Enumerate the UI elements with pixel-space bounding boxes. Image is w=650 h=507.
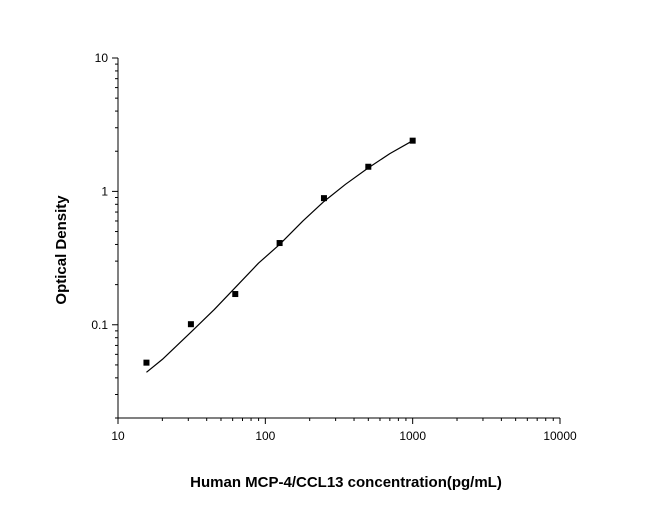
data-point: [232, 291, 239, 298]
data-point: [320, 195, 327, 202]
y-tick-label: 10: [95, 51, 109, 65]
data-points-layer: [143, 137, 416, 366]
data-point: [276, 240, 283, 247]
fit-curve-layer: [146, 140, 413, 373]
y-tick-label: 1: [101, 184, 108, 198]
data-point: [187, 321, 194, 328]
data-point: [143, 359, 150, 366]
x-tick-label: 100: [255, 429, 275, 443]
x-tick-label: 10000: [543, 429, 577, 443]
data-point: [365, 163, 372, 170]
y-axis-title: Optical Density: [53, 195, 70, 305]
x-tick-label: 10: [111, 429, 125, 443]
x-axis-title: Human MCP-4/CCL13 concentration(pg/mL): [190, 474, 502, 491]
fit-curve: [146, 140, 413, 373]
axes: 10 100 1000 10000 0.1 1 10: [91, 51, 577, 443]
y-tick-label: 0.1: [91, 318, 108, 332]
x-tick-label: 1000: [399, 429, 426, 443]
data-point: [409, 137, 416, 144]
